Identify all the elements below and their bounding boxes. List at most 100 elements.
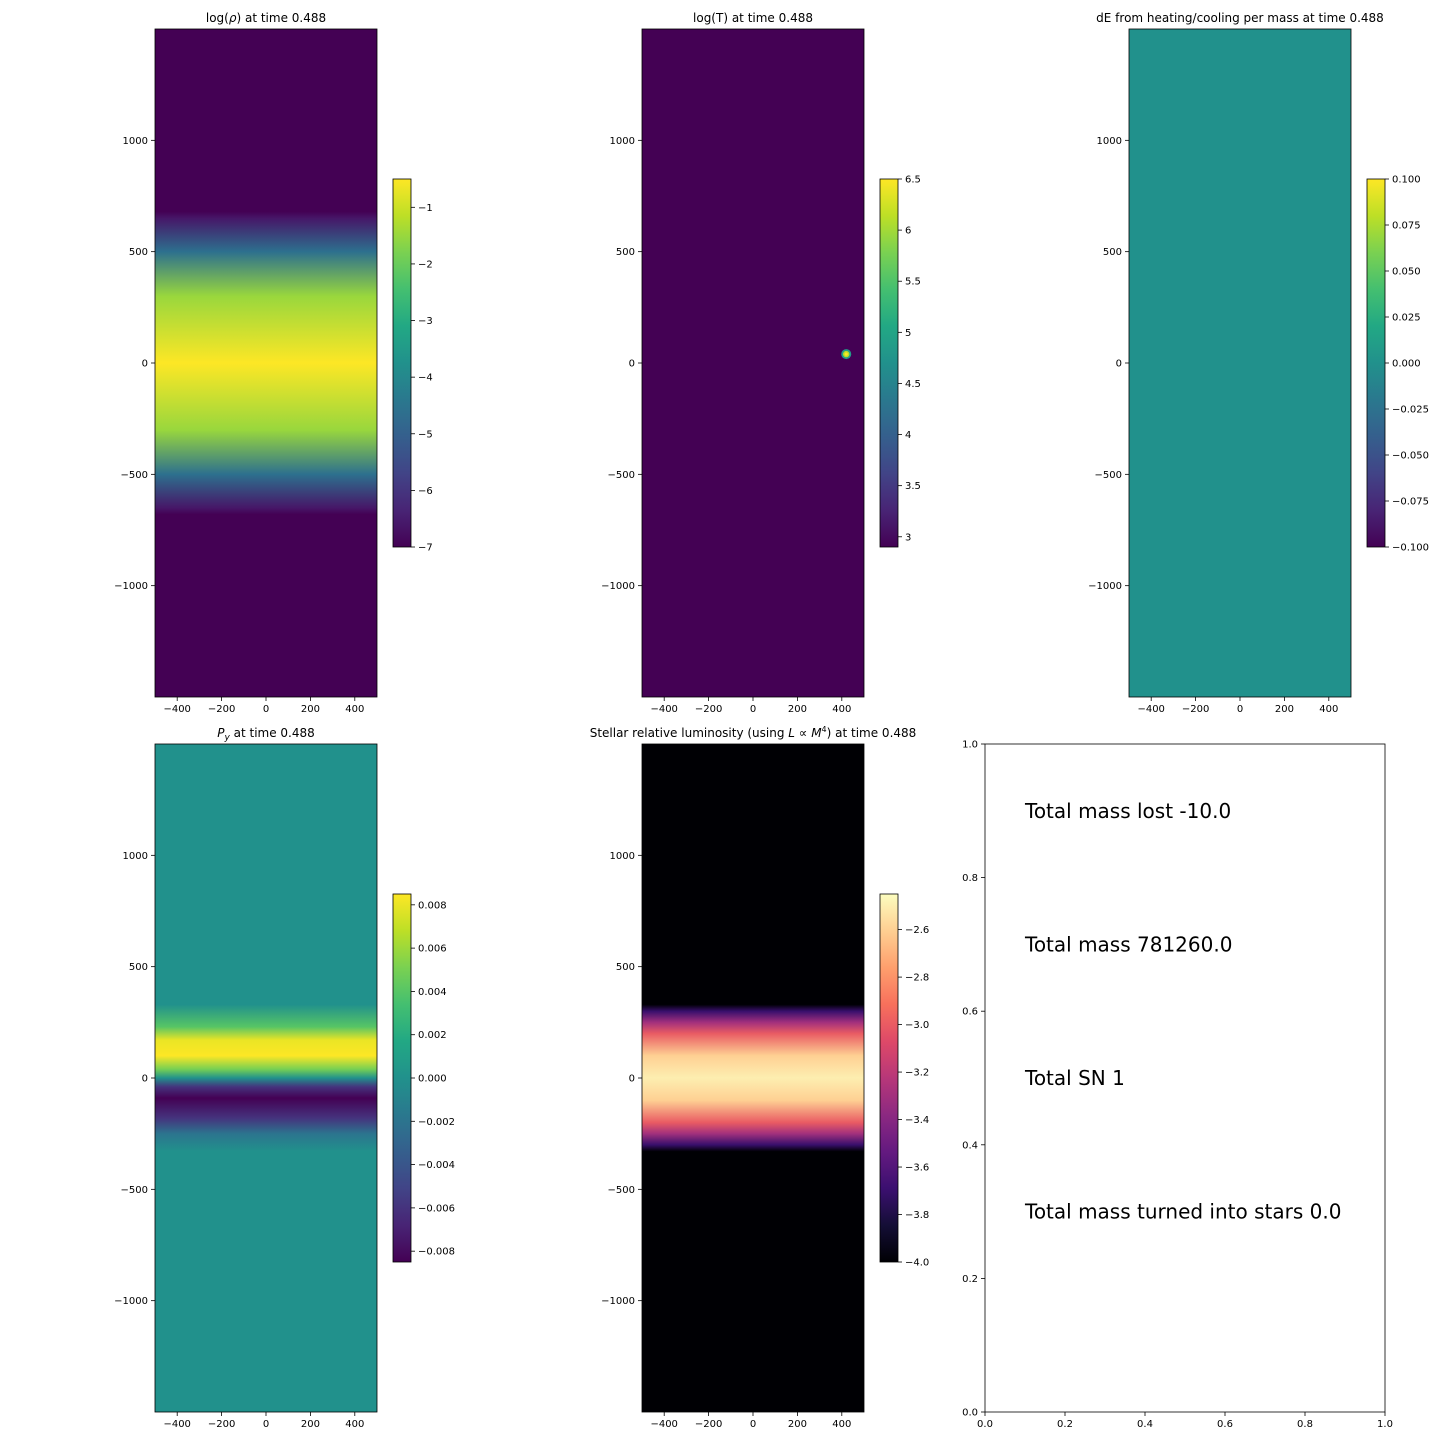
rho-colorbar-label: −5 — [418, 429, 433, 440]
de-ytick-label: −500 — [1095, 470, 1122, 481]
de-frame — [1128, 28, 1352, 698]
summary-ytick-label: 0.4 — [962, 1140, 978, 1151]
de-colorbar-gradient — [1367, 179, 1385, 547]
rho-colorbar-label: −4 — [418, 373, 433, 384]
summary-panel-background — [985, 744, 1385, 1412]
rho-colorbar-frame — [392, 178, 412, 548]
de-colorbar-label: 0.075 — [1392, 221, 1421, 232]
summary-line: Total SN 1 — [1024, 1066, 1125, 1090]
py-colorbar-label: 0.006 — [418, 944, 447, 955]
lum-colorbar-label: −3.8 — [905, 1210, 929, 1221]
py-colorbar-label: 0.000 — [418, 1074, 447, 1085]
summary-ytick-label: 0.8 — [962, 873, 978, 884]
lum-colorbar-label: −2.8 — [905, 973, 929, 984]
py-ytick-label: −1000 — [114, 1296, 148, 1307]
temp-colorbar-label: 4.5 — [905, 379, 921, 390]
lum-ytick-label: 1000 — [610, 851, 635, 862]
summary-panel: 0.0 0.2 0.4 0.6 0.8 1.0 0.0 0.2 0.4 0.6 0.8 1.0 Tota… — [962, 740, 1393, 1431]
de-colorbar: −0.100 −0.075 −0.050 −0.025 0.000 0.025 0.050 0… — [1366, 175, 1429, 554]
rho-frame — [154, 28, 378, 698]
de-xtick-label: −400 — [1137, 704, 1164, 715]
de-xtick-label: 0 — [1237, 704, 1243, 715]
rho-panel: −400 −200 0 200 400 −1000 −500 0 500 1000 log(ρ) a… — [114, 11, 433, 715]
py-xtick-label: −400 — [163, 1419, 190, 1430]
lum-colorbar-label: −3.0 — [905, 1020, 929, 1031]
de-ytick-label: −1000 — [1088, 581, 1122, 592]
lum-ytick-label: −500 — [608, 1185, 635, 1196]
py-heatmap-field — [155, 744, 377, 1412]
rho-xtick-label: −200 — [208, 704, 235, 715]
summary-xtick-label: 0.8 — [1297, 1419, 1313, 1430]
py-panel: −400 −200 0 200 400 −1000 −500 0 500 1000 Py at ti… — [114, 726, 455, 1430]
de-colorbar-label: 0.050 — [1392, 267, 1421, 278]
de-xtick-label: −200 — [1182, 704, 1209, 715]
de-ytick-label: 1000 — [1097, 136, 1122, 147]
temp-heatmap-field — [642, 29, 864, 697]
de-colorbar-label: 0.100 — [1392, 175, 1421, 186]
lum-frame — [641, 743, 865, 1413]
py-title: Py at time 0.488 — [217, 726, 315, 743]
lum-xtick-label: 0 — [750, 1419, 756, 1430]
temp-xtick-label: −400 — [650, 704, 677, 715]
summary-line: Total mass 781260.0 — [1024, 932, 1232, 956]
de-colorbar-label: −0.050 — [1392, 451, 1429, 462]
temp-ytick-label: 0 — [629, 359, 635, 370]
lum-colorbar-label: −4.0 — [905, 1258, 929, 1269]
rho-ytick-label: −1000 — [114, 581, 148, 592]
de-colorbar-label: 0.000 — [1392, 359, 1421, 370]
summary-line: Total mass turned into stars 0.0 — [1024, 1200, 1341, 1224]
lum-heatmap-field — [642, 744, 864, 1412]
lum-colorbar-label: −3.6 — [905, 1163, 929, 1174]
summary-xtick-label: 0.2 — [1057, 1419, 1073, 1430]
lum-ytick-label: 0 — [629, 1074, 635, 1085]
de-ytick-label: 0 — [1116, 359, 1122, 370]
temp-ytick-label: −500 — [608, 470, 635, 481]
py-frame — [154, 743, 378, 1413]
temp-colorbar-label: 5 — [905, 328, 911, 339]
temp-ytick-label: 500 — [616, 247, 635, 258]
de-ytick-label: 500 — [1103, 247, 1122, 258]
temp-colorbar-label: 3 — [905, 532, 911, 543]
rho-ytick-label: 0 — [142, 359, 148, 370]
rho-colorbar-gradient — [393, 179, 411, 547]
temp-hotspot-core — [844, 352, 848, 356]
temp-frame — [641, 28, 865, 698]
temp-colorbar: 3 3.5 4 4.5 5 5.5 6 6.5 — [879, 175, 921, 548]
temp-colorbar-label: 3.5 — [905, 481, 921, 492]
summary-line: Total mass lost -10.0 — [1024, 799, 1231, 823]
temp-ytick-label: −1000 — [601, 581, 635, 592]
lum-panel: −400 −200 0 200 400 −1000 −500 0 500 1000 Stellar … — [590, 725, 930, 1430]
temp-xtick-label: −200 — [695, 704, 722, 715]
py-xtick-label: 0 — [263, 1419, 269, 1430]
py-colorbar-label: −0.006 — [418, 1203, 455, 1214]
rho-xtick-label: 0 — [263, 704, 269, 715]
de-xtick-label: 400 — [1319, 704, 1338, 715]
rho-xtick-label: 200 — [301, 704, 320, 715]
temp-ytick-label: 1000 — [610, 136, 635, 147]
temp-xtick-label: 200 — [788, 704, 807, 715]
rho-ytick-label: 500 — [129, 247, 148, 258]
de-panel: −400 −200 0 200 400 −1000 −500 0 500 1000 dE from … — [1088, 11, 1429, 715]
lum-colorbar-gradient — [880, 894, 898, 1262]
summary-xtick-label: 0.0 — [977, 1419, 993, 1430]
py-colorbar-label: 0.002 — [418, 1030, 447, 1041]
temp-xtick-label: 0 — [750, 704, 756, 715]
rho-xtick-label: −400 — [163, 704, 190, 715]
py-ytick-label: 1000 — [123, 851, 148, 862]
lum-colorbar-label: −2.6 — [905, 925, 929, 936]
py-colorbar-label: −0.002 — [418, 1117, 455, 1128]
lum-xtick-label: 200 — [788, 1419, 807, 1430]
temp-colorbar-label: 6 — [905, 226, 911, 237]
temp-colorbar-label: 5.5 — [905, 277, 921, 288]
py-ytick-label: 0 — [142, 1074, 148, 1085]
py-colorbar: −0.008 −0.006 −0.004 −0.002 0.000 0.002 0.004 0… — [392, 893, 455, 1263]
summary-xtick-label: 1.0 — [1377, 1419, 1393, 1430]
de-xtick-label: 200 — [1275, 704, 1294, 715]
temp-xtick-label: 400 — [832, 704, 851, 715]
rho-title: log(ρ) at time 0.488 — [206, 11, 326, 25]
lum-ytick-label: 500 — [616, 962, 635, 973]
py-colorbar-label: 0.008 — [418, 900, 447, 911]
py-colorbar-gradient — [393, 894, 411, 1262]
summary-ytick-label: 1.0 — [962, 740, 978, 751]
